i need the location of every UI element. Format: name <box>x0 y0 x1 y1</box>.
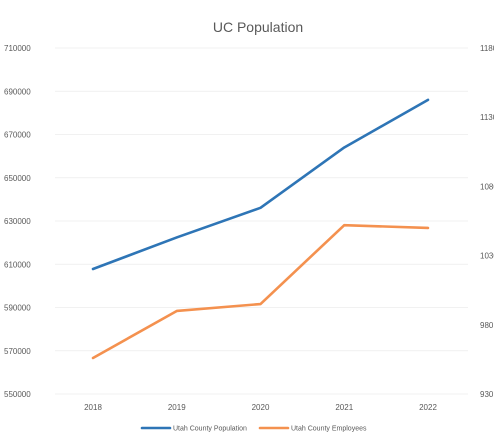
right-y-tick-label: 1030 <box>480 252 494 261</box>
legend-label: Utah County Employees <box>291 426 367 433</box>
series-line-population <box>91 98 430 271</box>
x-tick-label: 2018 <box>84 403 102 412</box>
right-y-tick-label: 1080 <box>480 182 494 191</box>
left-y-tick-label: 550000 <box>4 390 31 399</box>
data-point <box>259 206 262 209</box>
data-point <box>343 146 346 149</box>
left-y-tick-label: 710000 <box>4 44 31 53</box>
chart-title: UC Population <box>213 19 303 35</box>
data-point <box>175 310 178 312</box>
left-y-tick-label: 650000 <box>4 174 31 183</box>
data-point <box>427 227 429 229</box>
x-tick-label: 2021 <box>335 403 353 412</box>
series-line-employees <box>91 223 430 360</box>
x-tick-label: 2019 <box>168 403 186 412</box>
left-y-axis: 550000 570000 590000 610000 630000 650000 6700… <box>4 44 31 399</box>
data-point <box>427 99 429 101</box>
right-y-tick-label: 1130 <box>480 113 494 122</box>
right-y-axis: 930 980 1030 1080 1130 1180 <box>480 44 494 399</box>
right-y-tick-label: 980 <box>480 321 494 330</box>
left-y-tick-label: 590000 <box>4 304 31 313</box>
left-y-tick-label: 670000 <box>4 131 31 140</box>
legend: Utah County Population Utah County Employ… <box>140 426 367 433</box>
legend-label: Utah County Population <box>173 426 247 433</box>
x-tick-label: 2022 <box>419 403 437 412</box>
right-y-tick-label: 1180 <box>480 44 494 53</box>
series-lines <box>91 98 430 360</box>
data-point <box>92 357 94 359</box>
data-point <box>175 236 178 239</box>
left-y-tick-label: 690000 <box>4 87 31 96</box>
x-axis: 2018 2019 2020 2021 2022 <box>84 403 437 412</box>
data-point <box>92 268 94 270</box>
gridlines <box>55 47 468 395</box>
left-y-tick-label: 570000 <box>4 347 31 356</box>
x-tick-label: 2020 <box>252 403 270 412</box>
data-point <box>259 303 262 305</box>
left-y-tick-label: 610000 <box>4 260 31 269</box>
left-y-tick-label: 630000 <box>4 217 31 226</box>
data-point <box>343 224 346 227</box>
right-y-tick-label: 930 <box>480 390 494 399</box>
